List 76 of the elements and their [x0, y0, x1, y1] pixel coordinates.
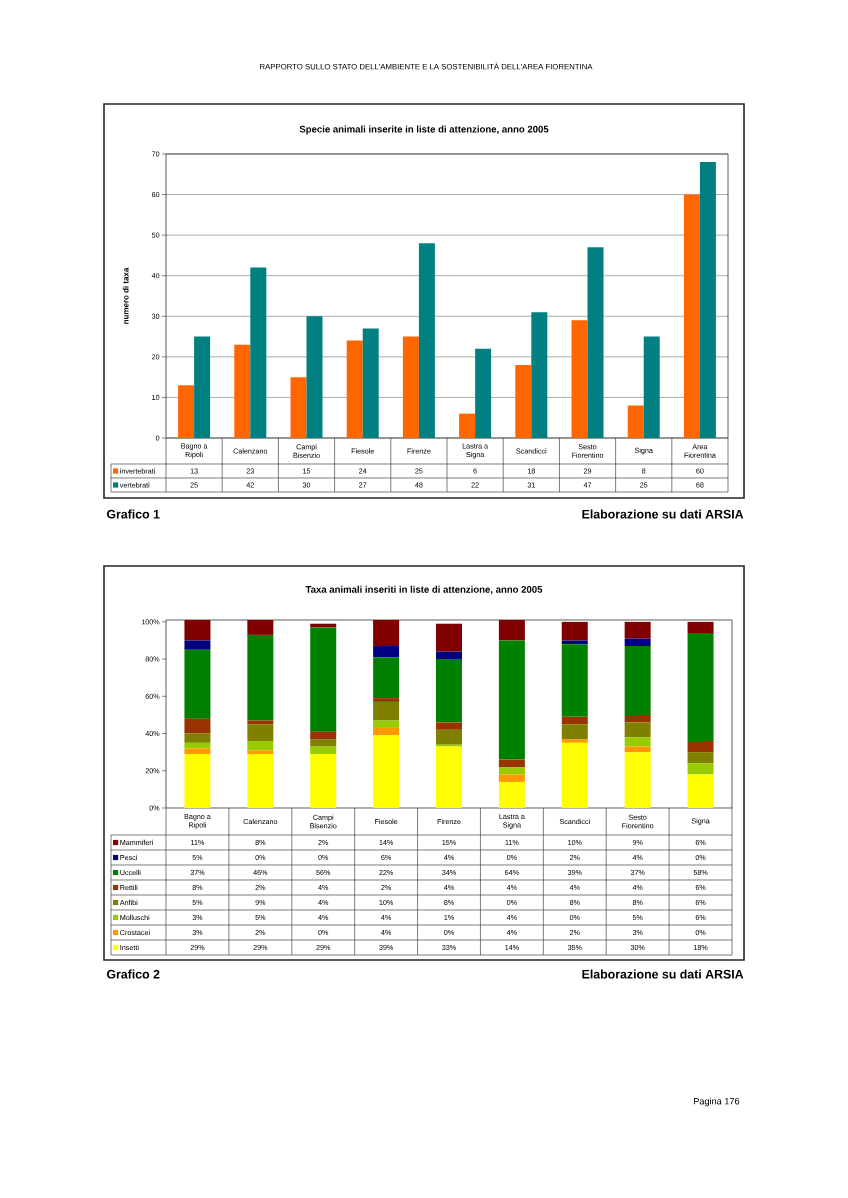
bar	[184, 640, 211, 650]
bar	[435, 623, 462, 652]
bar	[247, 740, 274, 751]
bar	[310, 627, 337, 732]
bar	[571, 320, 588, 438]
bar	[498, 767, 525, 775]
bar	[184, 748, 211, 755]
bar	[687, 740, 714, 753]
bar	[184, 649, 211, 719]
bar	[561, 621, 588, 641]
bar	[515, 364, 532, 438]
bar	[435, 746, 462, 808]
bar	[418, 243, 435, 438]
bar	[687, 621, 714, 634]
bar	[310, 746, 337, 755]
bar	[247, 619, 274, 635]
bar	[290, 377, 307, 438]
bar	[310, 731, 337, 740]
bar	[624, 621, 651, 639]
bar	[362, 328, 379, 438]
bar	[561, 644, 588, 717]
bar	[624, 722, 651, 738]
bar	[306, 316, 323, 438]
bar	[184, 754, 211, 808]
bar	[310, 739, 337, 747]
bar	[184, 742, 211, 749]
bar	[475, 348, 492, 438]
bar	[687, 774, 714, 808]
bar	[184, 619, 211, 641]
bar	[346, 340, 363, 438]
bar	[699, 162, 716, 438]
bar	[624, 714, 651, 723]
bar	[498, 774, 525, 782]
bar	[184, 733, 211, 743]
bar	[561, 724, 588, 740]
bar	[683, 194, 700, 438]
bar	[561, 742, 588, 808]
bar	[373, 646, 400, 658]
bar	[373, 735, 400, 808]
bar	[561, 716, 588, 725]
bar	[627, 405, 644, 438]
bar	[373, 727, 400, 736]
bar	[435, 651, 462, 660]
bar	[624, 737, 651, 747]
bar	[373, 657, 400, 699]
bar	[624, 752, 651, 808]
bar	[247, 754, 274, 808]
bar	[498, 619, 525, 641]
bar	[498, 640, 525, 760]
bar	[184, 718, 211, 734]
bar	[247, 724, 274, 741]
bar	[178, 385, 195, 438]
bar	[587, 247, 604, 438]
bar	[234, 344, 251, 438]
bar	[687, 752, 714, 764]
bar	[687, 763, 714, 775]
bar	[247, 634, 274, 721]
bar	[194, 336, 211, 438]
bar	[310, 754, 337, 808]
bar	[459, 413, 476, 438]
bar	[402, 336, 419, 438]
bar	[687, 633, 714, 741]
bar	[373, 720, 400, 728]
bar	[498, 759, 525, 768]
bar	[624, 746, 651, 753]
bar	[435, 659, 462, 723]
bar	[373, 701, 400, 721]
bar	[531, 312, 548, 438]
bar	[435, 729, 462, 745]
bar	[643, 336, 660, 438]
bar	[435, 722, 462, 730]
bar	[624, 646, 651, 715]
bar	[498, 781, 525, 808]
bar	[373, 619, 400, 647]
bar	[624, 638, 651, 647]
bar	[250, 267, 267, 438]
